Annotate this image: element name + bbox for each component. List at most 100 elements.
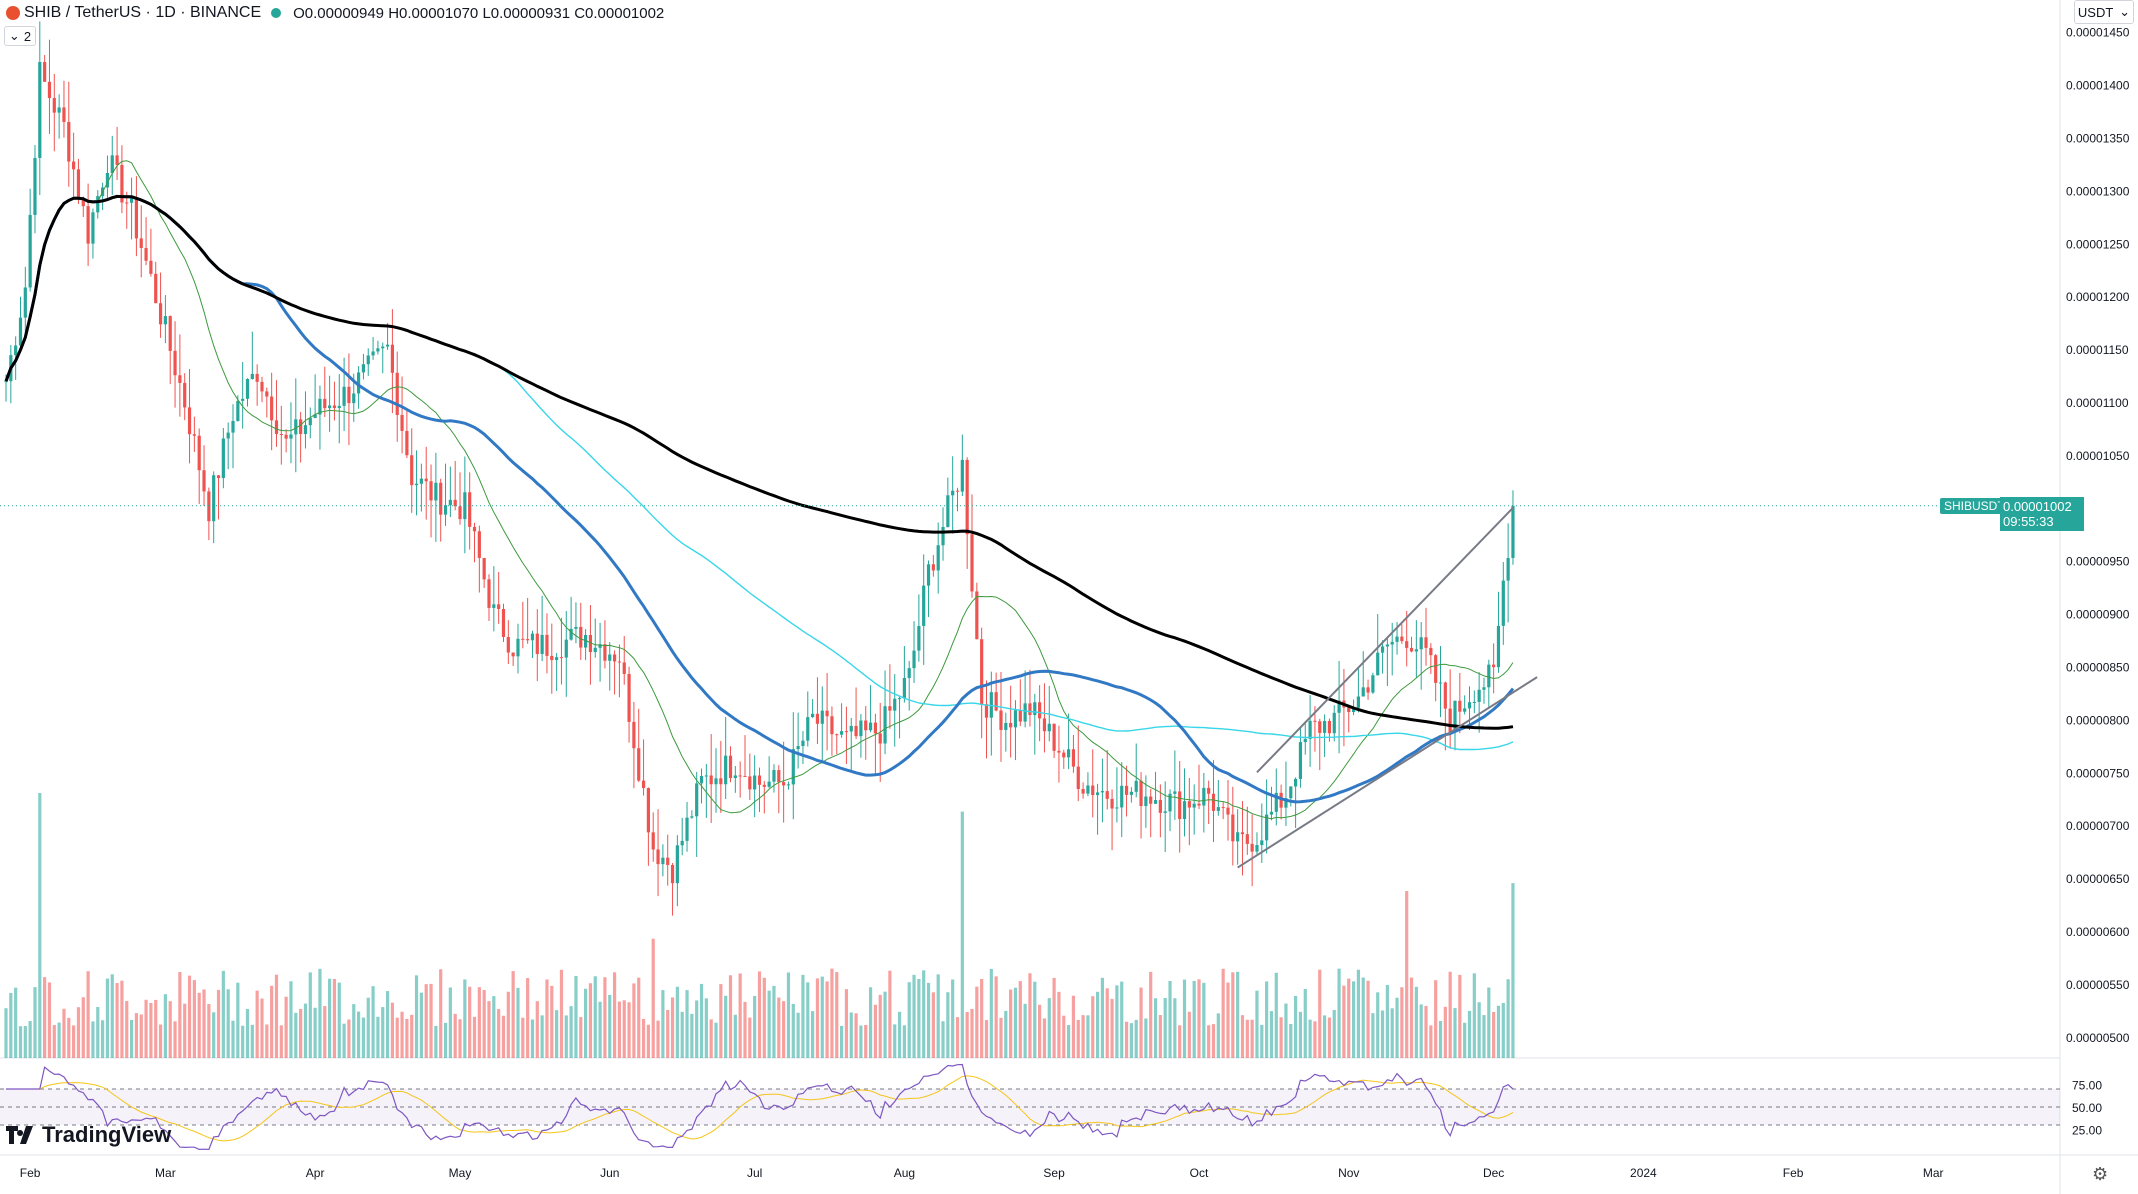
candle-body: [279, 434, 283, 436]
volume-bar: [1202, 982, 1206, 1058]
candle-body: [946, 495, 950, 528]
candle-body: [912, 650, 916, 669]
volume-bar: [429, 983, 433, 1058]
price-tick-label: 0.00001350: [2066, 132, 2130, 146]
volume-bar: [216, 989, 221, 1058]
symbol-name[interactable]: SHIB: [24, 4, 62, 21]
candle-body: [738, 775, 742, 777]
candle-body: [612, 654, 617, 662]
volume-bar: [1405, 891, 1409, 1058]
candle-body: [593, 647, 597, 653]
volume-bar: [1086, 1015, 1090, 1058]
volume-bar: [849, 1012, 853, 1058]
volume-bar: [468, 986, 472, 1058]
candle-body: [530, 633, 535, 641]
candle-body: [864, 720, 868, 731]
candle-body: [844, 731, 849, 733]
candle-body: [221, 438, 225, 479]
candle-body: [1139, 780, 1143, 807]
volume-bar: [907, 982, 911, 1058]
volume-bar: [120, 980, 124, 1058]
volume-bar: [115, 983, 119, 1058]
tradingview-logo[interactable]: TradingView: [6, 1122, 171, 1148]
volume-bar: [1173, 998, 1177, 1058]
bar-countdown: 09:55:33: [2003, 513, 2054, 529]
candle-body: [685, 817, 689, 841]
tradingview-logo-icon: [6, 1126, 33, 1144]
volume-bar: [332, 978, 337, 1058]
candle-body: [970, 534, 974, 592]
price-axis[interactable]: [2060, 0, 2138, 1194]
candle-body: [1023, 703, 1027, 722]
indicator-count: 2: [23, 28, 32, 44]
candle-body: [1376, 652, 1380, 676]
price-tick-label: 0.00000500: [2066, 1031, 2130, 1045]
candle-body: [632, 721, 636, 749]
volume-bar: [1009, 989, 1013, 1058]
price-tick-label: 0.00000600: [2066, 925, 2130, 939]
candle-body: [207, 491, 211, 522]
volume-bar: [641, 1018, 646, 1058]
price-tick-label: 0.00000900: [2066, 608, 2130, 622]
candle-body: [1255, 845, 1259, 852]
volume-bar: [835, 972, 839, 1058]
candle-body: [1004, 722, 1008, 730]
candle-body: [1260, 840, 1264, 846]
volume-bar: [719, 984, 723, 1058]
candle-body: [1361, 687, 1365, 697]
candle-body: [926, 564, 931, 586]
volume-bar: [1240, 1015, 1245, 1058]
candle-body: [883, 706, 887, 744]
candle-body: [830, 716, 834, 735]
symbol-header[interactable]: SHIB / TetherUS · 1D · BINANCE O0.000009…: [0, 2, 664, 24]
candle-body: [893, 698, 897, 711]
candle-body: [1371, 675, 1375, 693]
volume-bar: [1134, 1019, 1138, 1058]
volume-bar: [883, 991, 887, 1058]
candle-body: [1506, 558, 1510, 581]
volume-bar: [1409, 977, 1414, 1058]
candle-body: [23, 287, 27, 318]
candle-body: [72, 161, 76, 170]
candle-body: [627, 673, 631, 722]
volume-bar: [1153, 998, 1158, 1058]
volume-bar: [1385, 985, 1389, 1058]
volume-bar: [1269, 1011, 1274, 1058]
candle-body: [579, 626, 583, 648]
candle-body: [405, 430, 409, 456]
candle-body: [733, 775, 737, 779]
volume-bar: [579, 1017, 583, 1058]
candle-body: [569, 628, 573, 640]
currency-select[interactable]: USDT ⌄: [2074, 0, 2134, 24]
candle-body: [1472, 701, 1476, 703]
candle-body: [1086, 785, 1090, 794]
volume-bar: [101, 1020, 105, 1058]
trendline[interactable]: [1256, 507, 1514, 774]
volume-bar: [303, 1003, 308, 1058]
indicators-toggle[interactable]: ⌄ 2: [4, 26, 36, 46]
volume-bar: [38, 793, 42, 1058]
candle-body: [1158, 800, 1162, 813]
volume-bar: [1342, 985, 1346, 1058]
candle-body: [231, 420, 235, 433]
volume-bar: [753, 996, 757, 1058]
volume-bar: [757, 971, 762, 1058]
volume-bar: [1376, 992, 1380, 1058]
trendline[interactable]: [1237, 676, 1538, 869]
volume-bar: [975, 986, 979, 1058]
volume-bar: [1419, 1004, 1423, 1058]
candle-body: [839, 731, 844, 735]
candle-body: [1202, 787, 1206, 806]
candle-body: [1081, 789, 1085, 794]
volume-bar: [342, 1023, 346, 1058]
volume-bar: [323, 1006, 327, 1058]
volume-bar: [202, 989, 206, 1058]
candle-body: [1322, 720, 1327, 733]
candle-body: [902, 677, 906, 699]
time-tick-label: 2024: [1630, 1166, 1657, 1180]
gear-icon[interactable]: ⚙: [2092, 1164, 2109, 1184]
candle-body: [299, 419, 303, 435]
volume-bar: [463, 979, 467, 1058]
candle-body: [1438, 682, 1443, 684]
